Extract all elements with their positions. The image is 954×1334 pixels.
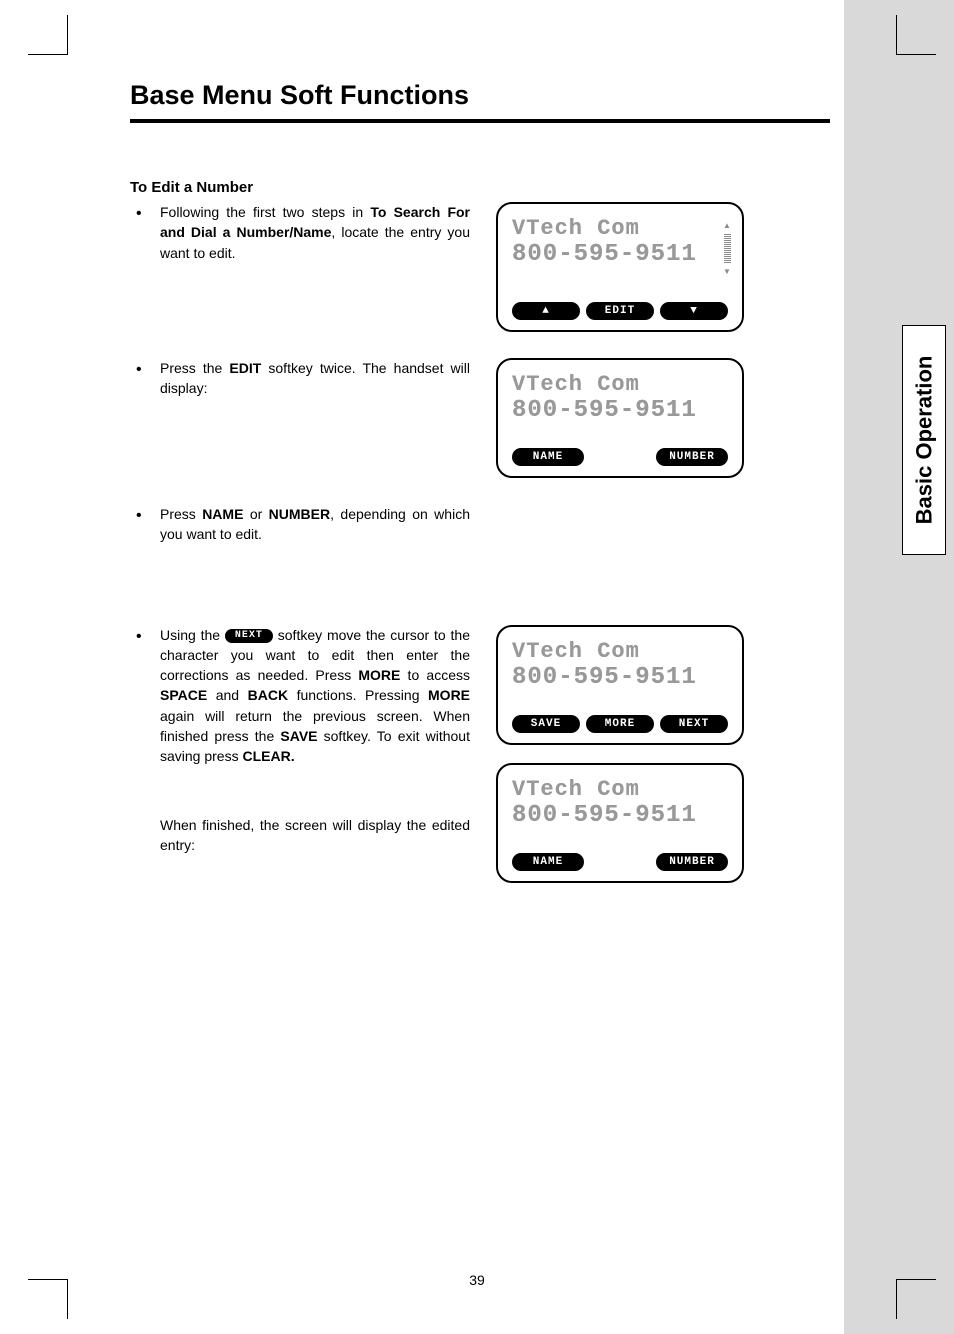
b4-pre: Using the [160, 627, 225, 643]
scroll-down-icon: ▼ [723, 268, 731, 276]
bullet-col-1: Following the first two steps in To Sear… [130, 202, 470, 273]
b4-seg3: and [207, 687, 247, 703]
softkey-up: ▲ [512, 302, 580, 320]
lcd2-line2: 800-595-9511 [512, 397, 728, 424]
inline-next-pill: NEXT [225, 629, 273, 643]
b4-bold2: SPACE [160, 687, 207, 703]
b4-bold5: SAVE [280, 728, 317, 744]
softkey-more: MORE [586, 715, 654, 733]
lcd4-line2: 800-595-9511 [512, 802, 728, 829]
side-tab: Basic Operation [902, 325, 946, 555]
scroll-up-icon: ▲ [723, 222, 731, 230]
crop-mark-tl [28, 15, 68, 55]
lcd-screen-1: VTech Com 800-595-9511 ▲ ▼ ▲ EDIT ▼ [496, 202, 744, 332]
bullet-4: Using the NEXT softkey move the cursor t… [130, 625, 470, 856]
lcd2-softkeys: NAME NUMBER [512, 448, 728, 466]
lcd3-softkeys: SAVE MORE NEXT [512, 715, 728, 733]
lcd-screen-3: VTech Com 800-595-9511 SAVE MORE NEXT [496, 625, 744, 745]
lcd1-line1: VTech Com [512, 216, 728, 241]
side-band: Basic Operation [844, 0, 954, 1334]
softkey-edit: EDIT [586, 302, 654, 320]
bullet-3: Press NAME or NUMBER, depending on which… [130, 504, 470, 545]
softkey-name-2: NAME [512, 853, 584, 871]
row-1: Following the first two steps in To Sear… [130, 202, 830, 332]
bullet-2: Press the EDIT softkey twice. The handse… [130, 358, 470, 399]
side-tab-label: Basic Operation [911, 356, 937, 525]
b3-bold1: NAME [202, 506, 243, 522]
row-3: Press NAME or NUMBER, depending on which… [130, 504, 830, 555]
b2-bold: EDIT [229, 360, 261, 376]
lcd-stack: VTech Com 800-595-9511 SAVE MORE NEXT VT… [496, 625, 744, 883]
softkey-next: NEXT [660, 715, 728, 733]
scroll-indicator: ▲ ▼ [722, 222, 732, 278]
lcd-screen-4: VTech Com 800-595-9511 NAME NUMBER [496, 763, 744, 883]
page-title: Base Menu Soft Functions [130, 80, 830, 123]
row-4: Using the NEXT softkey move the cursor t… [130, 625, 830, 883]
b4-bold3: BACK [248, 687, 288, 703]
b3-bold2: NUMBER [269, 506, 330, 522]
b4-seg2: to access [400, 667, 470, 683]
b4-seg4: functions. Pressing [288, 687, 428, 703]
b4-finish: When finished, the screen will display t… [160, 815, 470, 856]
softkey-save: SAVE [512, 715, 580, 733]
bullet-1: Following the first two steps in To Sear… [130, 202, 470, 263]
softkey-number: NUMBER [656, 448, 728, 466]
bullet-col-3: Press NAME or NUMBER, depending on which… [130, 504, 470, 555]
b2-pre: Press the [160, 360, 229, 376]
bullet-col-4: Using the NEXT softkey move the cursor t… [130, 625, 470, 866]
page-content: Base Menu Soft Functions To Edit a Numbe… [130, 80, 830, 883]
crop-mark-tr [896, 15, 936, 55]
softkey-number-2: NUMBER [656, 853, 728, 871]
lcd3-line1: VTech Com [512, 639, 728, 664]
lcd-screen-2: VTech Com 800-595-9511 NAME NUMBER [496, 358, 744, 478]
lcd2-line1: VTech Com [512, 372, 728, 397]
bullet-col-2: Press the EDIT softkey twice. The handse… [130, 358, 470, 409]
section-subhead: To Edit a Number [130, 179, 830, 196]
lcd1-line2: 800-595-9511 [512, 241, 728, 268]
lcd4-line1: VTech Com [512, 777, 728, 802]
b1-pre: Following the first two steps in [160, 204, 370, 220]
b4-bold4: MORE [428, 687, 470, 703]
softkey-name: NAME [512, 448, 584, 466]
b4-bold1: MORE [358, 667, 400, 683]
page-number: 39 [0, 1272, 954, 1288]
scroll-bar [724, 234, 731, 264]
lcd3-line2: 800-595-9511 [512, 664, 728, 691]
b3-pre: Press [160, 506, 202, 522]
row-2: Press the EDIT softkey twice. The handse… [130, 358, 830, 478]
softkey-down: ▼ [660, 302, 728, 320]
lcd4-softkeys: NAME NUMBER [512, 853, 728, 871]
b3-mid: or [243, 506, 268, 522]
b4-bold6: CLEAR. [242, 748, 294, 764]
lcd1-softkeys: ▲ EDIT ▼ [512, 302, 728, 320]
